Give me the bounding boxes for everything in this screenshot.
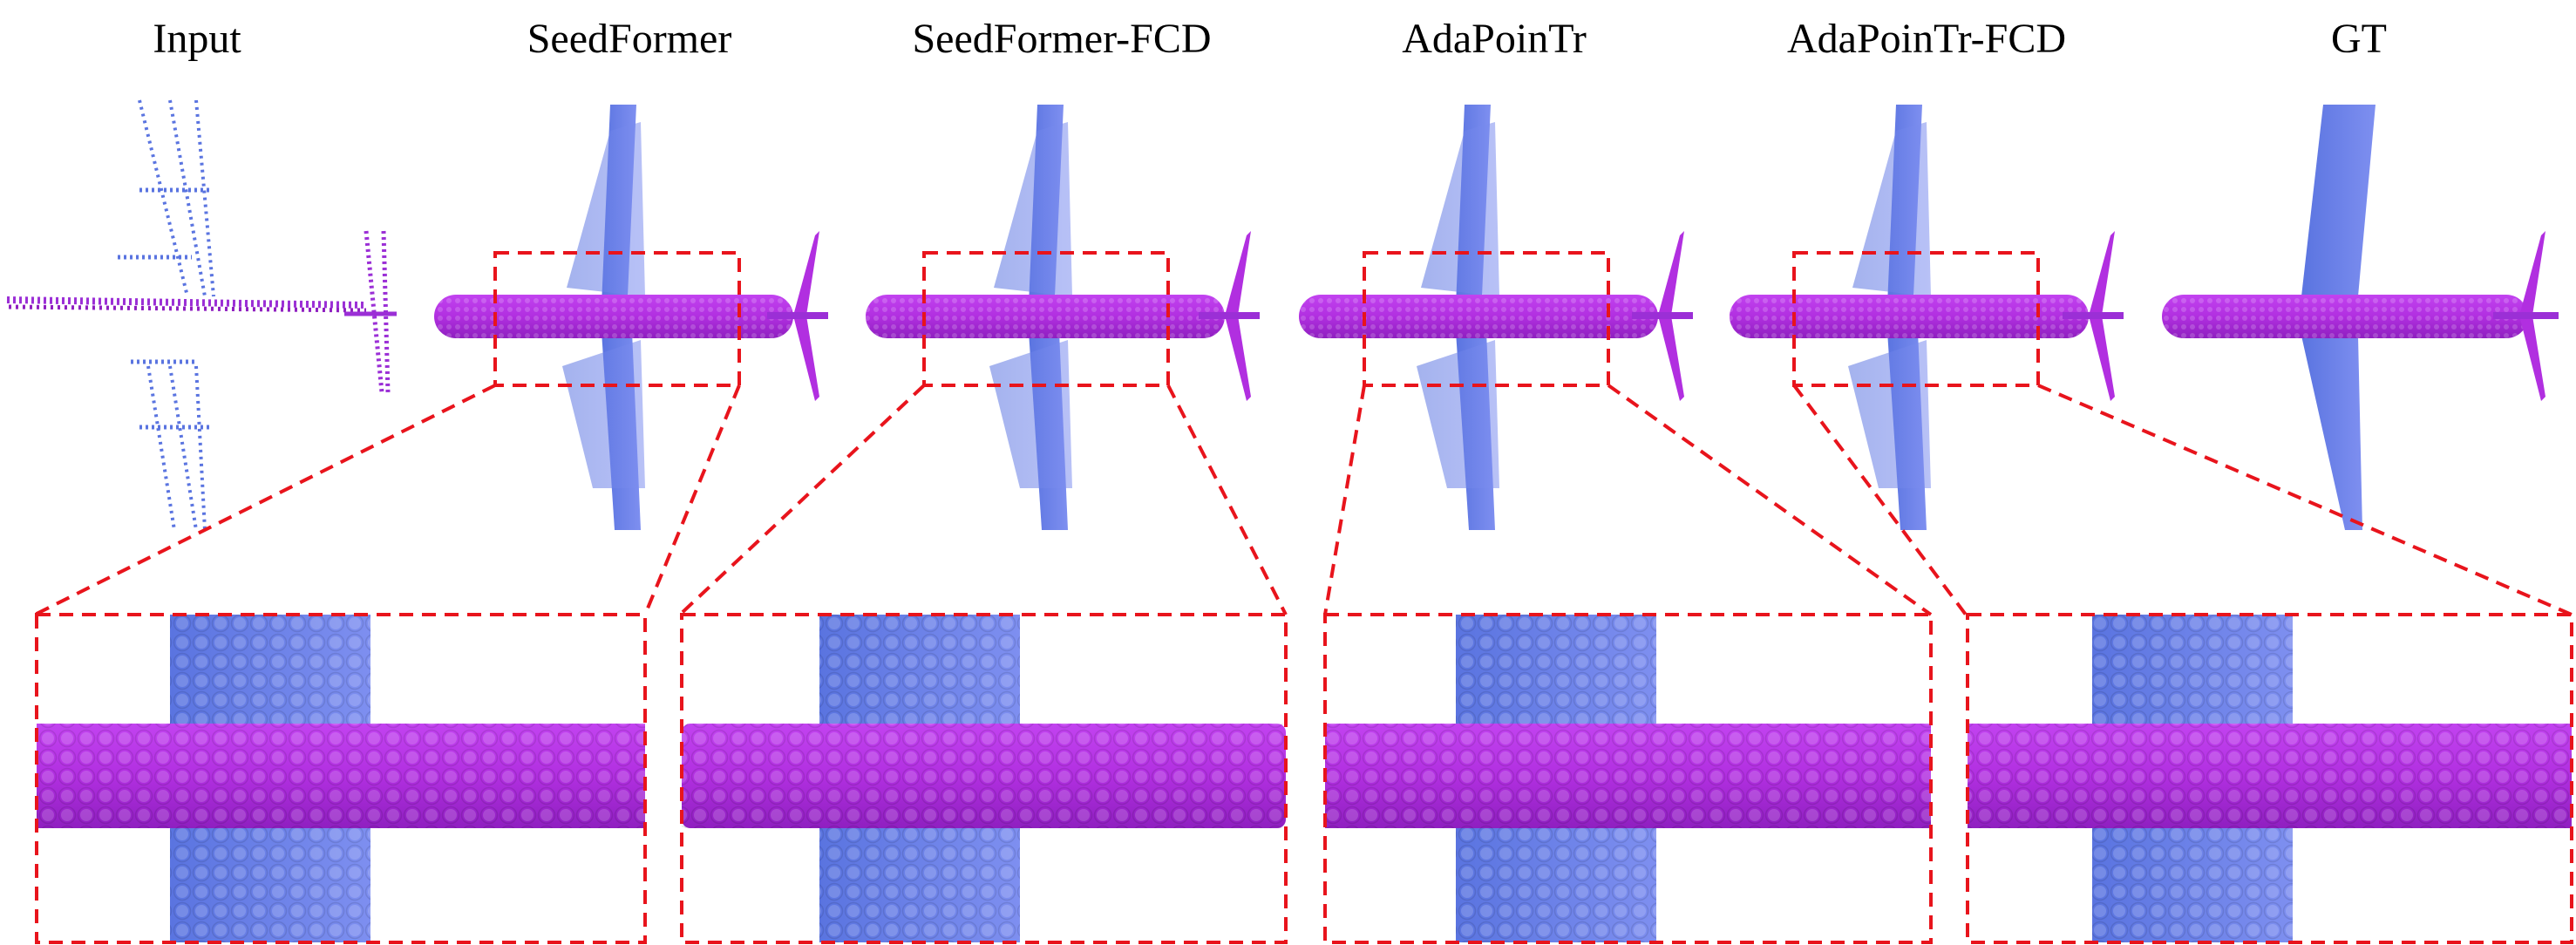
plane-seedformer [434, 105, 828, 530]
column-label-seedformer: SeedFormer [527, 16, 732, 62]
zoom-panel-seedformer-fcd [680, 613, 1288, 944]
column-label-gt: GT [2331, 16, 2387, 62]
zoom-panel-adapointr-fcd [1966, 613, 2573, 944]
plane-adapointr [1299, 105, 1693, 530]
zoom-box-seedformer-fcd [922, 251, 1170, 387]
column-label-input: Input [153, 16, 241, 62]
column-label-seedformer-fcd: SeedFormer-FCD [912, 16, 1211, 62]
zoom-box-seedformer [493, 251, 741, 387]
zoom-box-adapointr [1363, 251, 1610, 387]
plane-gt [2162, 105, 2559, 530]
zoom-box-adapointr-fcd [1792, 251, 2040, 387]
zoom-panel-adapointr [1323, 613, 1933, 944]
plane-adapointr-fcd [1730, 105, 2124, 530]
input-pointcloud [6, 99, 397, 531]
zoom-connectors [34, 384, 2573, 616]
plane-seedformer-fcd [866, 105, 1260, 530]
column-label-adapointr-fcd: AdaPoinTr-FCD [1787, 16, 2066, 62]
column-label-adapointr: AdaPoinTr [1402, 16, 1587, 62]
zoom-panel-seedformer [35, 613, 647, 944]
